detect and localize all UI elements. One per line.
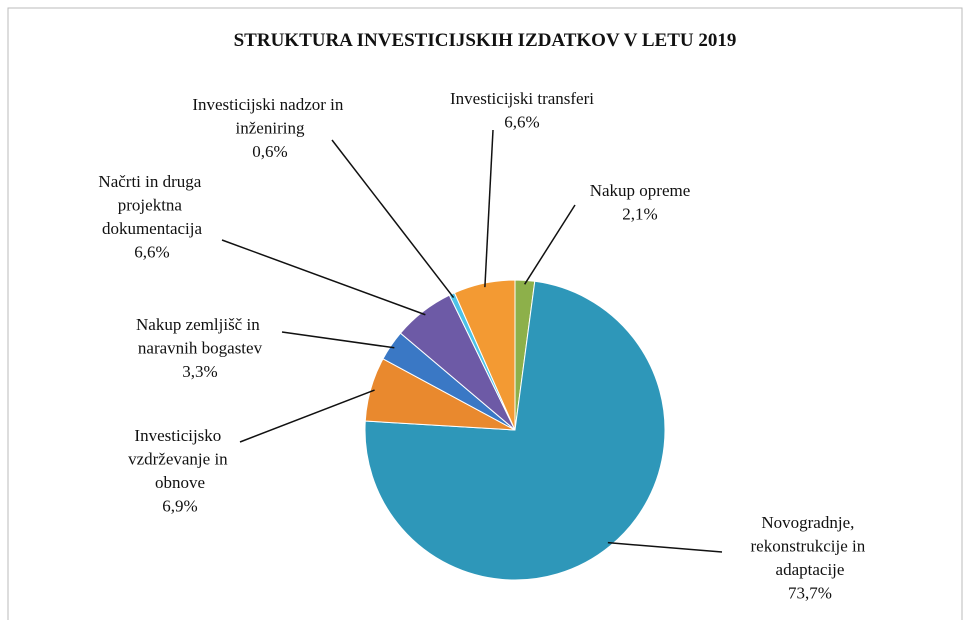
label-line: adaptacije bbox=[776, 560, 845, 579]
leader-line bbox=[524, 204, 576, 285]
label-line: Novogradnje, bbox=[761, 513, 858, 532]
value-label: 6,6% bbox=[504, 113, 539, 132]
leader-line bbox=[281, 331, 395, 349]
label-line: Nakup zemljišč in bbox=[136, 315, 264, 334]
label-line: Načrti in druga bbox=[98, 172, 205, 191]
label-line: rekonstrukcije in bbox=[751, 537, 870, 556]
pie-slice bbox=[453, 279, 516, 431]
leader-line bbox=[484, 129, 494, 288]
value-label: 6,9% bbox=[162, 497, 197, 516]
value-label: 2,1% bbox=[622, 205, 657, 224]
leader-line bbox=[221, 239, 426, 316]
value-label: 73,7% bbox=[788, 584, 832, 603]
leader-line bbox=[331, 139, 455, 299]
leader-line bbox=[239, 389, 375, 443]
value-label: 6,6% bbox=[134, 243, 169, 262]
value-label: 3,3% bbox=[182, 362, 217, 381]
label-line: Nakup opreme bbox=[590, 181, 691, 200]
label-line: vzdrževanje in bbox=[128, 450, 232, 469]
label-line: projektna bbox=[118, 196, 186, 215]
category-label: Investicijski nadzor in inženiring bbox=[192, 95, 347, 138]
category-label: Novogradnje, rekonstrukcije in adaptacij… bbox=[751, 513, 870, 579]
category-label: Nakup opreme bbox=[590, 181, 691, 200]
label-line: Investicijski nadzor in bbox=[192, 95, 347, 114]
label-line: obnove bbox=[155, 473, 205, 492]
category-label: Načrti in druga projektna dokumentacija bbox=[98, 172, 205, 238]
label-line: Investicijsko bbox=[134, 426, 225, 445]
label-line: Investicijski transferi bbox=[450, 89, 594, 108]
leader-line bbox=[607, 541, 723, 553]
category-label: Nakup zemljišč in naravnih bogastev bbox=[136, 315, 264, 358]
category-label: Investicijski transferi bbox=[450, 89, 594, 108]
value-label: 0,6% bbox=[252, 142, 287, 161]
category-label: Investicijsko vzdrževanje in obnove bbox=[128, 426, 232, 492]
label-line: inženiring bbox=[236, 119, 305, 138]
label-line: dokumentacija bbox=[102, 219, 203, 238]
chart-title: STRUKTURA INVESTICIJSKIH IZDATKOV V LETU… bbox=[234, 30, 737, 51]
label-line: naravnih bogastev bbox=[138, 339, 263, 358]
pie-slice bbox=[364, 280, 666, 581]
